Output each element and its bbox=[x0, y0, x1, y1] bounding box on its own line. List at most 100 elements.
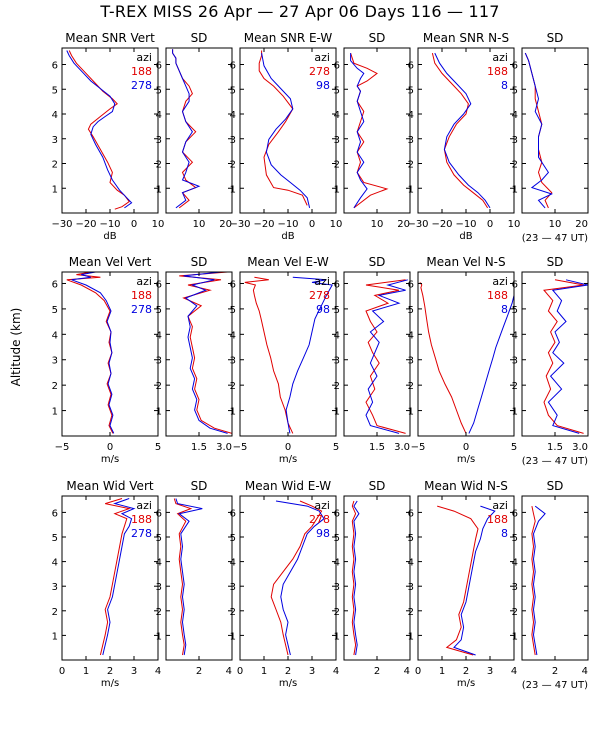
y-tick-label: 1 bbox=[156, 184, 162, 195]
y-tick-label: 4 bbox=[156, 558, 162, 569]
panel-title: SD bbox=[369, 479, 386, 493]
x-axis-label: m/s bbox=[101, 678, 119, 689]
y-tick-label: 1 bbox=[334, 631, 340, 642]
x-tick-label: 4 bbox=[226, 666, 232, 677]
x-tick-label: 5 bbox=[155, 442, 161, 453]
y-tick-label: 1 bbox=[334, 184, 340, 195]
y-tick-label: 2 bbox=[156, 607, 162, 618]
legend-entry-188: 188 bbox=[487, 513, 508, 526]
y-tick-label: 1 bbox=[156, 631, 162, 642]
y-tick-label: 4 bbox=[52, 330, 58, 341]
y-tick-label: 3 bbox=[52, 356, 58, 367]
plot-frame bbox=[165, 271, 233, 437]
panel-title: SD bbox=[547, 479, 564, 493]
x-tick-label: 0 bbox=[107, 442, 113, 453]
x-tick-label: 0 bbox=[487, 219, 493, 230]
panel-1-3: SD 1 2 3 4 5 6 1.5 3.0 bbox=[334, 255, 411, 453]
x-tick-label: 0 bbox=[463, 442, 469, 453]
x-tick-label: 3 bbox=[309, 666, 315, 677]
y-tick-label: 1 bbox=[52, 184, 58, 195]
y-tick-label: 5 bbox=[230, 85, 236, 96]
y-tick-label: 2 bbox=[156, 160, 162, 171]
x-tick-label: 1.5 bbox=[547, 442, 563, 453]
series-line-278 bbox=[102, 498, 136, 656]
series-line-188 bbox=[437, 505, 479, 656]
series-line-278 bbox=[175, 498, 203, 656]
y-tick-label: 5 bbox=[334, 533, 340, 544]
legend-header: azi bbox=[136, 275, 152, 288]
y-tick-label: 3 bbox=[512, 582, 518, 593]
x-tick-label: 5 bbox=[333, 442, 339, 453]
series-line-98 bbox=[285, 276, 333, 434]
legend-header: azi bbox=[492, 499, 508, 512]
y-tick-label: 6 bbox=[512, 508, 518, 519]
y-tick-label: 1 bbox=[52, 631, 58, 642]
y-tick-label: 1 bbox=[156, 407, 162, 418]
y-tick-label: 6 bbox=[334, 508, 340, 519]
y-tick-label: 3 bbox=[334, 356, 340, 367]
x-tick-label: 5 bbox=[511, 442, 517, 453]
legend-entry-278: 278 bbox=[131, 303, 152, 316]
legend-entry-278: 278 bbox=[131, 79, 152, 92]
legend-entry-188: 188 bbox=[131, 513, 152, 526]
x-tick-label: 10 bbox=[152, 219, 165, 230]
x-tick-label: 20 bbox=[219, 219, 232, 230]
x-tick-label: 2 bbox=[374, 666, 380, 677]
x-tick-label: −20 bbox=[75, 219, 96, 230]
x-tick-label: 20 bbox=[575, 219, 588, 230]
x-axis-label: dB bbox=[103, 231, 116, 242]
series-line-98 bbox=[275, 500, 325, 656]
plot-frame bbox=[165, 495, 233, 661]
series-line-98 bbox=[365, 279, 408, 434]
x-tick-label: 0 bbox=[415, 666, 421, 677]
y-tick-label: 2 bbox=[230, 607, 236, 618]
series-line-188 bbox=[173, 498, 193, 656]
series-line-278 bbox=[244, 276, 294, 434]
panel-2-3: SD 1 2 3 4 5 6 2 4 bbox=[334, 479, 411, 677]
y-tick-label: 6 bbox=[408, 508, 414, 519]
series-line-188 bbox=[179, 272, 232, 434]
y-tick-label: 1 bbox=[52, 407, 58, 418]
series-line-8 bbox=[532, 505, 546, 656]
y-tick-label: 4 bbox=[52, 558, 58, 569]
y-tick-label: 3 bbox=[156, 135, 162, 146]
y-tick-label: 5 bbox=[156, 85, 162, 96]
x-tick-label: −20 bbox=[253, 219, 274, 230]
panel-title: Mean Wid E-W bbox=[245, 479, 331, 493]
y-tick-label: 1 bbox=[230, 631, 236, 642]
x-tick-label: 20 bbox=[397, 219, 410, 230]
y-tick-label: 4 bbox=[230, 330, 236, 341]
x-tick-label: 4 bbox=[155, 666, 161, 677]
y-tick-label: 5 bbox=[408, 533, 414, 544]
series-line-98 bbox=[353, 500, 360, 656]
y-tick-label: 4 bbox=[334, 330, 340, 341]
y-tick-label: 6 bbox=[156, 508, 162, 519]
y-tick-label: 5 bbox=[334, 305, 340, 316]
series-line-8 bbox=[468, 295, 514, 434]
x-tick-label: −5 bbox=[55, 442, 70, 453]
panel-1-1: SD 1 2 3 4 5 6 1.5 3.0 bbox=[156, 255, 233, 453]
y-tick-label: 1 bbox=[408, 631, 414, 642]
y-tick-label: 4 bbox=[512, 330, 518, 341]
y-tick-label: 2 bbox=[52, 607, 58, 618]
panel-title: SD bbox=[369, 255, 386, 269]
x-tick-label: 4 bbox=[511, 666, 517, 677]
legend-entry-278: 278 bbox=[309, 513, 330, 526]
x-tick-label: 0 bbox=[131, 219, 137, 230]
x-tick-label: 3.0 bbox=[216, 442, 232, 453]
y-tick-label: 5 bbox=[512, 305, 518, 316]
y-tick-label: 4 bbox=[512, 558, 518, 569]
series-line-98 bbox=[350, 53, 368, 209]
y-tick-label: 6 bbox=[156, 279, 162, 290]
legend-entry-278: 278 bbox=[309, 65, 330, 78]
panel-title: Mean Vel E-W bbox=[247, 255, 329, 269]
panel-title: Mean Vel Vert bbox=[69, 255, 152, 269]
y-tick-label: 5 bbox=[408, 85, 414, 96]
series-line-278 bbox=[71, 272, 115, 434]
